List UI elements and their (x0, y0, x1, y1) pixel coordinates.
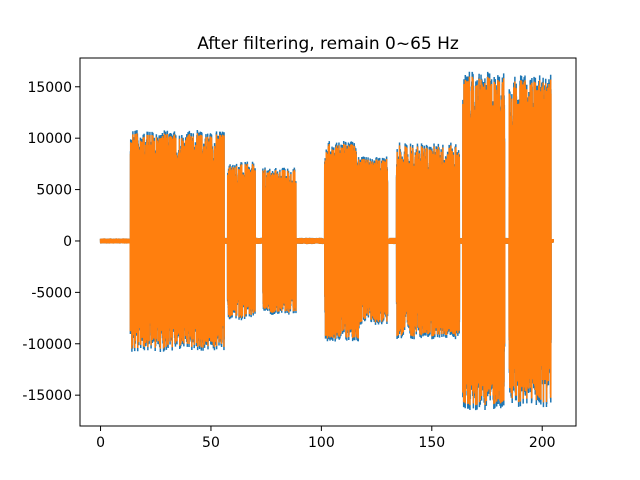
y-tick-label: -15000 (22, 388, 72, 404)
y-tick-label: 0 (63, 234, 72, 250)
y-tick-label: 5000 (36, 183, 72, 199)
axes-frame (79, 57, 577, 427)
y-tick-label: 10000 (27, 131, 72, 147)
x-axis: 0 50 100 150 200 (96, 426, 556, 451)
y-tick-label: 15000 (27, 80, 72, 96)
x-tick-label: 0 (96, 435, 105, 451)
x-tick-label: 100 (308, 435, 335, 451)
plot-area (99, 71, 554, 411)
chart-title: After filtering, remain 0~65 Hz (197, 34, 459, 54)
x-tick-label: 200 (529, 435, 556, 451)
series-line-2 (99, 76, 554, 406)
x-tick-label: 50 (202, 435, 220, 451)
x-tick-label: 150 (418, 435, 445, 451)
y-tick-label: -5000 (31, 285, 72, 301)
y-axis: -15000 -10000 -5000 0 5000 10000 15000 (22, 80, 80, 404)
y-tick-label: -10000 (22, 337, 72, 353)
